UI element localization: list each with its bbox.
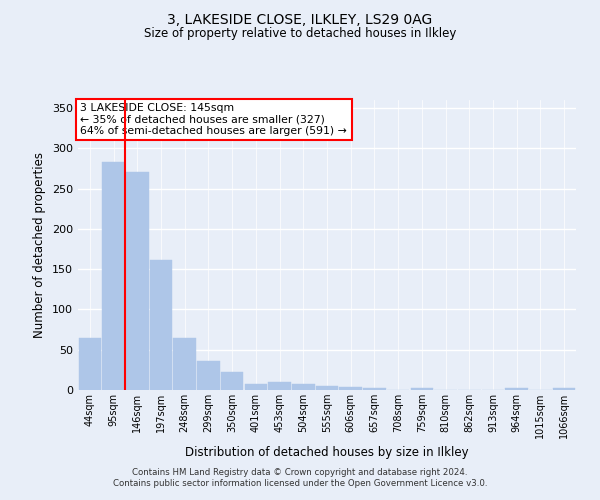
Bar	[292, 384, 314, 390]
Bar	[505, 388, 528, 390]
Bar	[268, 382, 291, 390]
Text: Contains HM Land Registry data © Crown copyright and database right 2024.
Contai: Contains HM Land Registry data © Crown c…	[113, 468, 487, 487]
Bar	[103, 162, 125, 390]
Text: Size of property relative to detached houses in Ilkley: Size of property relative to detached ho…	[144, 28, 456, 40]
Bar	[126, 172, 149, 390]
Bar	[150, 260, 172, 390]
Bar	[197, 361, 220, 390]
Bar	[553, 388, 575, 390]
Bar	[316, 386, 338, 390]
Bar	[79, 338, 101, 390]
Bar	[410, 388, 433, 390]
Text: 3 LAKESIDE CLOSE: 145sqm
← 35% of detached houses are smaller (327)
64% of semi-: 3 LAKESIDE CLOSE: 145sqm ← 35% of detach…	[80, 103, 347, 136]
Bar	[340, 387, 362, 390]
X-axis label: Distribution of detached houses by size in Ilkley: Distribution of detached houses by size …	[185, 446, 469, 460]
Y-axis label: Number of detached properties: Number of detached properties	[34, 152, 46, 338]
Bar	[221, 372, 244, 390]
Bar	[173, 338, 196, 390]
Bar	[245, 384, 267, 390]
Text: 3, LAKESIDE CLOSE, ILKLEY, LS29 0AG: 3, LAKESIDE CLOSE, ILKLEY, LS29 0AG	[167, 12, 433, 26]
Bar	[363, 388, 386, 390]
